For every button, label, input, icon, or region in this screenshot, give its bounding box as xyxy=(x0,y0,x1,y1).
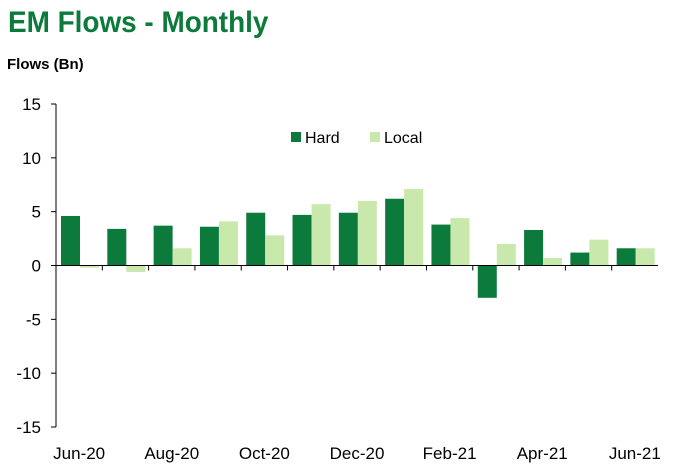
y-tick-label: -15 xyxy=(16,418,41,437)
bar-hard-jun-20 xyxy=(61,215,80,266)
x-tick-label: Jun-20 xyxy=(53,444,105,463)
chart-title: EM Flows - Monthly xyxy=(8,6,269,39)
y-tick-label: 5 xyxy=(32,203,41,222)
bar-hard-jun-21 xyxy=(616,248,636,266)
x-tick-label: Aug-20 xyxy=(144,444,199,463)
bar-hard-dec-20 xyxy=(338,212,358,266)
y-tick-label: 0 xyxy=(32,257,41,276)
axes-group xyxy=(55,104,658,427)
bar-local-jun-21 xyxy=(635,248,655,266)
y-tick-label: -5 xyxy=(26,310,41,329)
x-tick-label: Oct-20 xyxy=(239,444,290,463)
bar-local-aug-20 xyxy=(172,248,192,266)
bar-local-sep-20 xyxy=(218,221,238,266)
y-tick-label: -10 xyxy=(16,364,41,383)
bar-local-may-21 xyxy=(589,239,609,266)
legend-label-hard: Hard xyxy=(305,130,340,147)
bar-local-jun-20 xyxy=(80,265,99,268)
bar-local-feb-21 xyxy=(450,218,470,266)
bar-hard-sep-20 xyxy=(199,226,219,266)
bar-hard-aug-20 xyxy=(153,225,173,266)
legend-label-local: Local xyxy=(384,130,422,147)
bar-hard-apr-21 xyxy=(524,229,544,266)
bar-local-dec-20 xyxy=(357,200,377,266)
bar-hard-jan-21 xyxy=(385,198,405,266)
bar-local-nov-20 xyxy=(311,204,331,266)
legend: Hard Local xyxy=(291,130,422,147)
legend-swatch-local xyxy=(370,132,380,142)
x-ticks-group: Jun-20 Aug-20 Oct-20 Dec-20 Feb-21 Apr-21 Jun-… xyxy=(53,444,661,463)
bar-local-mar-21 xyxy=(496,243,516,266)
bar-hard-nov-20 xyxy=(292,214,312,266)
bar-local-jul-20 xyxy=(126,265,146,272)
legend-swatch-hard xyxy=(291,132,301,142)
y-ticks-group: 15 10 5 0 -5 -10 -15 xyxy=(16,95,56,437)
y-axis-label: Flows (Bn) xyxy=(7,56,84,73)
x-tick-label: Feb-21 xyxy=(423,444,477,463)
bar-hard-feb-21 xyxy=(431,224,451,266)
x-tick-label: Jun-21 xyxy=(609,444,661,463)
bar-local-apr-21 xyxy=(543,257,563,266)
bar-hard-mar-21 xyxy=(477,265,497,298)
bar-local-oct-20 xyxy=(265,235,285,266)
bar-local-jan-21 xyxy=(404,189,424,266)
y-tick-label: 15 xyxy=(22,95,41,114)
bars-group xyxy=(61,189,655,298)
bar-hard-may-21 xyxy=(570,252,590,266)
bar-hard-oct-20 xyxy=(246,212,266,266)
x-tick-label: Dec-20 xyxy=(330,444,385,463)
x-tick-label: Apr-21 xyxy=(517,444,568,463)
bar-hard-jul-20 xyxy=(107,228,127,266)
y-tick-label: 10 xyxy=(22,149,41,168)
